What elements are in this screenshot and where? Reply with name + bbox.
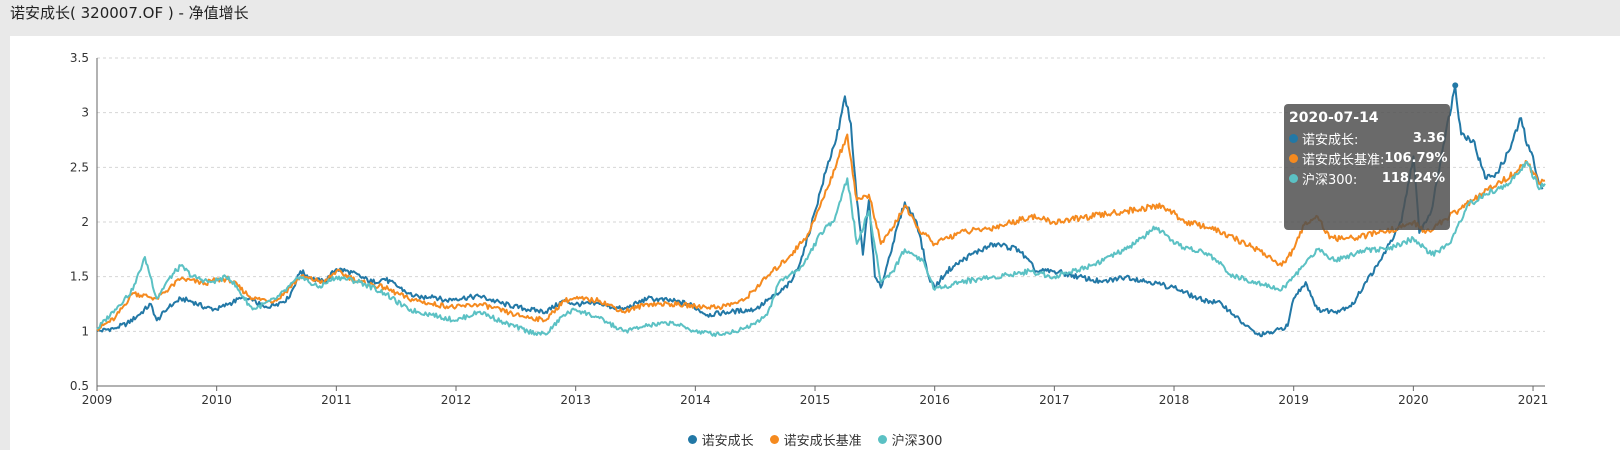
x-tick-label: 2016 [919,393,950,407]
hover-point [1452,82,1459,89]
series-dot-icon [1289,153,1298,163]
x-tick-label: 2015 [800,393,831,407]
y-tick-label: 3.5 [70,51,89,65]
x-tick-label: 2012 [441,393,472,407]
legend-dot-icon [769,435,779,444]
legend-item-series-1[interactable]: 诺安成长 [687,430,754,449]
x-tick-label: 2019 [1278,393,1309,407]
x-tick-label: 2011 [321,393,352,407]
tooltip-series-value: 3.36 [1412,130,1445,146]
axes: 0.5 1 1.5 2 2.5 3 3.5 2009 2010 2011 2012 2013 2014 2… [70,51,1548,407]
x-tick-label: 2014 [680,393,711,407]
series-dot-icon [1289,173,1298,183]
legend-dot-icon [877,435,887,444]
chart-panel: 0.5 1 1.5 2 2.5 3 3.5 2009 2010 2011 2012 2013 2014 2… [10,36,1620,450]
y-tick-label: 2 [81,215,89,229]
y-tick-label: 3 [81,106,89,120]
legend-label: 诺安成长基准 [783,434,862,449]
legend-item-series-3[interactable]: 沪深300 [877,430,943,449]
legend-label: 诺安成长 [701,434,754,449]
tooltip-date: 2020-07-14 [1289,110,1379,126]
x-tick-label: 2021 [1518,393,1549,407]
tooltip-row: 诺安成长: 3.36 [1289,128,1445,148]
x-tick-label: 2009 [82,393,113,407]
x-tick-label: 2017 [1039,393,1070,407]
tooltip-series-value: 106.79% [1384,150,1448,166]
chart-legend: 诺安成长 诺安成长基准 沪深300 [10,430,1620,449]
y-tick-label: 1 [81,324,89,338]
series-dot-icon [1289,133,1298,143]
hover-markers [1452,82,1459,89]
y-tick-label: 1.5 [70,270,89,284]
legend-label: 沪深300 [891,434,943,449]
legend-item-series-2[interactable]: 诺安成长基准 [769,430,862,449]
x-tick-label: 2010 [201,393,232,407]
tooltip-row: 沪深300: 118.24% [1289,168,1445,188]
y-tick-label: 0.5 [70,379,89,393]
tooltip-row: 诺安成长基准: 106.79% [1289,148,1448,168]
x-tick-label: 2020 [1398,393,1429,407]
legend-dot-icon [687,435,697,444]
page-title: 诺安成长( 320007.OF ) - 净值增长 [10,4,249,22]
line-chart[interactable]: 0.5 1 1.5 2 2.5 3 3.5 2009 2010 2011 2012 2013 2014 2… [10,36,1620,426]
x-tick-label: 2018 [1159,393,1190,407]
tooltip: 2020-07-14 诺安成长: 3.36 诺安成长基准: 106.79% 沪深… [1284,104,1450,230]
series-line[interactable] [96,160,1546,338]
tooltip-series-name: 诺安成长基准: [1302,152,1385,168]
tooltip-series-value: 118.24% [1381,170,1445,186]
tooltip-series-name: 诺安成长: [1302,132,1359,148]
tooltip-series-name: 沪深300: [1302,172,1358,188]
x-tick-label: 2013 [560,393,591,407]
y-tick-label: 2.5 [70,160,89,174]
